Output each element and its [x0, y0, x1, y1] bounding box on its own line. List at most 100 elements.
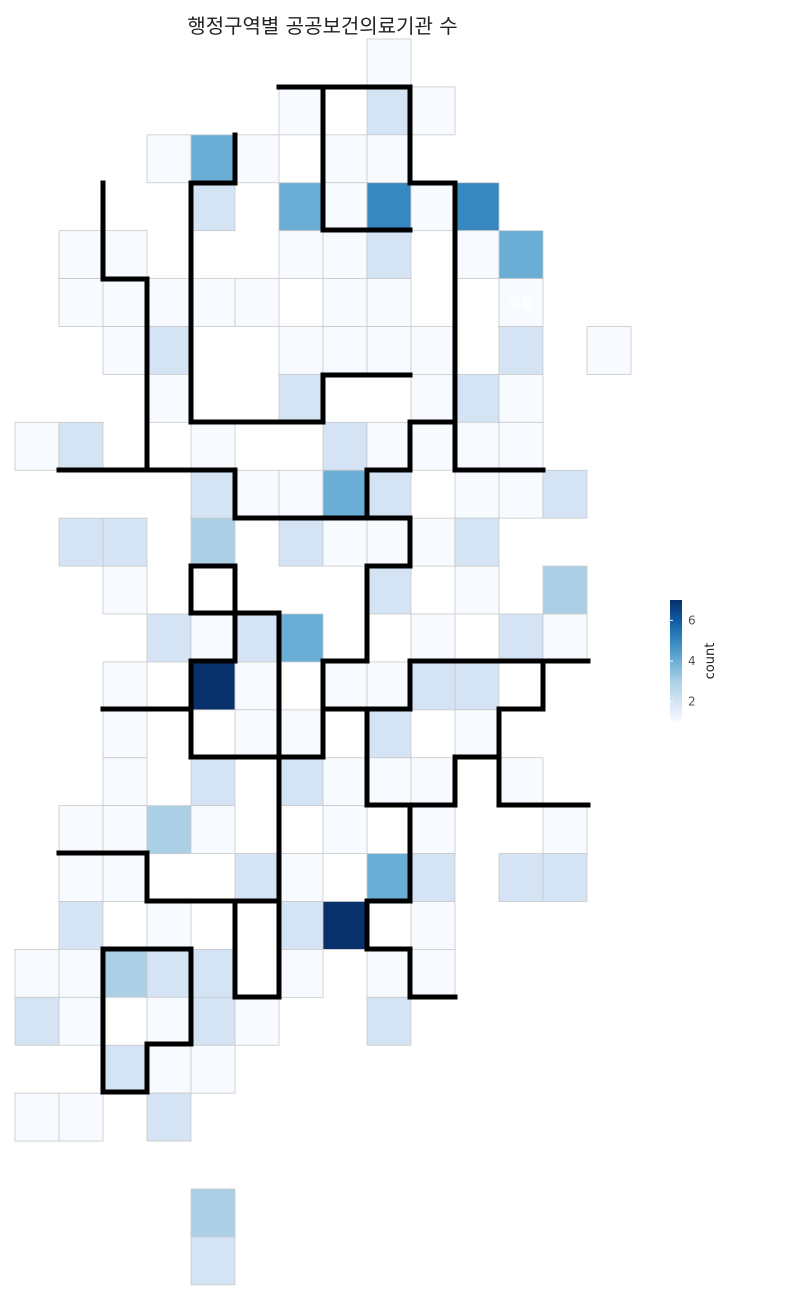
tile-cell [542, 469, 588, 519]
tile-cell [322, 421, 368, 471]
tile-cell [278, 230, 324, 279]
tile-cell [366, 661, 412, 711]
tile-cell [410, 757, 456, 807]
tile-cell [410, 86, 456, 136]
tile-cell [190, 278, 236, 327]
tile-cell [58, 853, 104, 902]
tile-cell [190, 469, 236, 519]
tile-cell [366, 757, 412, 807]
tile-cell [498, 230, 544, 279]
tile-cell [278, 326, 324, 375]
tile-cell [410, 853, 456, 902]
tile-cell [14, 1092, 60, 1142]
tile-cell [322, 757, 368, 807]
tile-cell [102, 709, 148, 759]
tile-cell [102, 757, 148, 807]
tile-cell [102, 326, 148, 375]
tile-cell [322, 230, 368, 279]
tile-cell [366, 86, 412, 136]
tile-cell [58, 901, 104, 950]
tile-cell [190, 661, 236, 711]
tile-cell [454, 182, 500, 232]
tile-cell [278, 949, 324, 998]
tile-label: 강릉 [509, 296, 533, 312]
tile-cell [58, 805, 104, 854]
tile-cell [146, 805, 192, 854]
border-line [364, 706, 502, 808]
tile-cell [498, 326, 544, 375]
tile-cell [278, 86, 324, 136]
tile-cell [190, 421, 236, 471]
border-line [56, 850, 282, 904]
tile-cell [498, 374, 544, 423]
tile-cell [278, 757, 324, 807]
tile-cell [190, 517, 236, 567]
tile-cell [410, 517, 456, 567]
tile-cell [58, 1092, 104, 1142]
tile-cell [498, 421, 544, 471]
tile-cell [454, 230, 500, 279]
tile-cell [146, 901, 192, 950]
tile-cell [454, 565, 500, 615]
tile-cell [322, 901, 368, 950]
tile-cell [410, 182, 456, 232]
tile-cell [278, 853, 324, 902]
legend-tick-label: 4 [688, 654, 696, 668]
tile-cell [102, 517, 148, 567]
tile-cell [454, 517, 500, 567]
legend-colorbar [670, 600, 682, 722]
border-line [364, 802, 458, 1000]
tile-cell [146, 949, 192, 998]
tile-cell [102, 565, 148, 615]
tile-cell [234, 853, 280, 902]
border-line [364, 419, 458, 473]
tile-cell [366, 134, 412, 184]
tile-cell [454, 709, 500, 759]
tile-cell [366, 709, 412, 759]
tile-cell [322, 517, 368, 567]
tile-cell [410, 421, 456, 471]
tile-cell [278, 374, 324, 423]
color-legend: 2 4 6 count [670, 600, 718, 722]
tile-cell [190, 805, 236, 854]
tile-cell [410, 374, 456, 423]
tile-cell [234, 134, 280, 184]
tile-cell [454, 469, 500, 519]
tile-cell [366, 469, 412, 519]
border-line [188, 563, 282, 1000]
tile-cell [102, 230, 148, 279]
tile-cell [146, 374, 192, 423]
tile-cell [146, 1092, 192, 1142]
tile-cell [102, 949, 148, 998]
tile-cell [410, 805, 456, 854]
tile-cell [366, 996, 412, 1046]
border-line [100, 180, 150, 473]
tile-cell [102, 1044, 148, 1094]
border-line [320, 84, 413, 233]
tile-cell [234, 278, 280, 327]
tile-cell [322, 182, 368, 232]
tile-cell [410, 613, 456, 663]
border-line [100, 946, 194, 1095]
tile-cell [234, 996, 280, 1046]
tile-cell [58, 996, 104, 1046]
tile-cell [410, 661, 456, 711]
tile-cell [454, 661, 500, 711]
border-line [188, 706, 282, 760]
tile-cell [190, 1188, 236, 1238]
province-borders [56, 84, 591, 1095]
tile-cell [498, 613, 544, 663]
tile-cell [278, 517, 324, 567]
tile-cell [322, 805, 368, 854]
tile-cell [102, 853, 148, 902]
tile-cell [542, 853, 588, 902]
legend-title: count [703, 643, 718, 680]
tile-cell [322, 469, 368, 519]
tile-cell [322, 134, 368, 184]
tile-cell [102, 661, 148, 711]
tile-cell [58, 517, 104, 567]
tile-cell [190, 1236, 236, 1286]
legend-ticks: 2 4 6 [670, 613, 696, 709]
tile-cell [542, 805, 588, 854]
tile-cell [366, 182, 412, 232]
